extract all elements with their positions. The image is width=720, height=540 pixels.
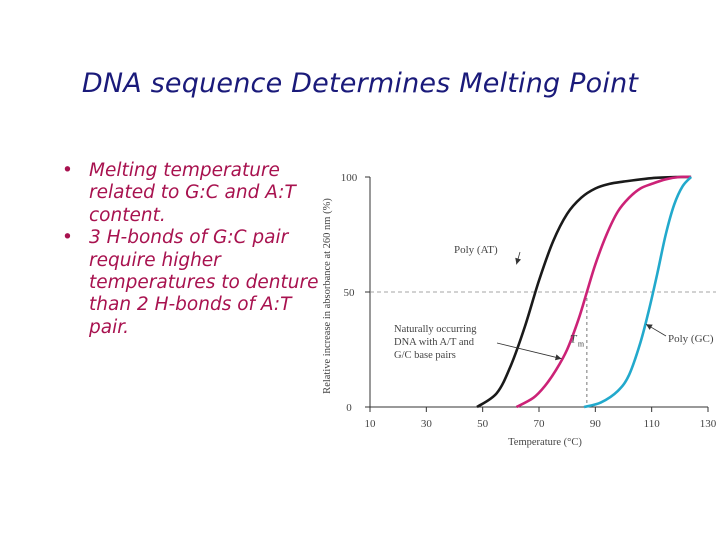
- x-tick-label: 130: [700, 418, 717, 430]
- arrow-natural-dna-head: [554, 354, 562, 361]
- poly-gc-curve: [583, 176, 693, 409]
- x-axis-label: Temperature (°C): [508, 437, 582, 448]
- annotation-natural-dna: Naturally occurring: [394, 324, 477, 335]
- x-tick-label: 110: [644, 418, 661, 430]
- arrow-poly-at-head: [515, 257, 521, 265]
- natural-dna-curve: [515, 175, 692, 409]
- arrow-poly-gc-head: [646, 324, 653, 330]
- annotation-poly-at: Poly (AT): [454, 244, 498, 256]
- bullet-list: Melting temperature related to G:C and A…: [58, 160, 320, 339]
- y-tick-label: 50: [344, 287, 356, 299]
- y-axis-label: Relative increase in absorbance at 260 n…: [322, 198, 333, 394]
- x-tick-label: 70: [534, 418, 546, 430]
- y-tick-label: 0: [346, 402, 352, 414]
- x-tick-label: 10: [365, 418, 377, 430]
- annotation-poly-gc: Poly (GC): [668, 333, 714, 345]
- tm-label: T: [570, 332, 578, 346]
- x-tick-label: 50: [477, 418, 489, 430]
- page-title: DNA sequence Determines Melting Point: [81, 68, 639, 99]
- arrow-natural-dna: [496, 342, 562, 360]
- annotation-natural-dna: G/C base pairs: [394, 350, 456, 361]
- annotation-natural-dna: DNA with A/T and: [394, 337, 475, 348]
- melting-curve-chart: 10 30 50 70 90 110 130 0 50 100 Temperature (°C) Re…: [322, 172, 717, 448]
- x-tick-label: 90: [590, 418, 602, 430]
- bullet-item: Melting temperature related to G:C and A…: [58, 160, 320, 227]
- tm-subscript: m: [578, 340, 585, 349]
- y-tick-label: 100: [341, 172, 358, 184]
- poly-at-curve: [476, 175, 692, 409]
- x-tick-label: 30: [421, 418, 433, 430]
- bullet-item: 3 H-bonds of G:C pair require higher tem…: [58, 227, 320, 339]
